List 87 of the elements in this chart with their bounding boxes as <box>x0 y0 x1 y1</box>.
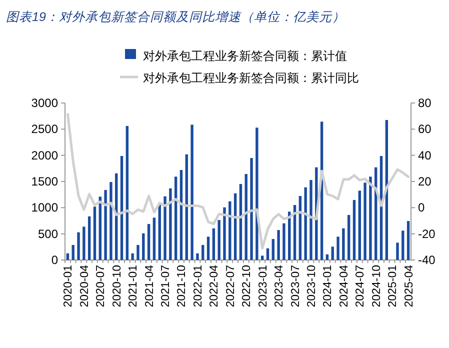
bar <box>342 228 345 260</box>
x-tick-label: 2022-07 <box>224 265 237 308</box>
bar <box>202 244 204 260</box>
y2-tick-label: -40 <box>418 253 436 267</box>
x-tick-label: 2024-01 <box>322 265 334 308</box>
bar <box>358 190 361 260</box>
x-tick-label: 2020-04 <box>78 264 91 308</box>
y-tick-label: 500 <box>38 226 58 241</box>
bar <box>180 170 183 260</box>
bar <box>347 214 350 260</box>
bar <box>364 182 366 260</box>
x-tick-label: 2024-04 <box>338 264 350 308</box>
bar <box>326 254 329 260</box>
bar <box>82 226 86 260</box>
bar <box>104 190 107 260</box>
bar <box>136 244 140 260</box>
bar <box>88 216 91 260</box>
x-tick-label: 2023-04 <box>274 264 286 308</box>
bar <box>266 248 270 260</box>
bar <box>196 253 199 260</box>
line-series <box>66 113 410 250</box>
bar <box>66 253 70 260</box>
bar <box>131 253 134 260</box>
x-tick-label: 2021-01 <box>128 265 140 308</box>
x-tick-label: 2025-04 <box>403 264 416 308</box>
bar <box>185 154 188 260</box>
x-tick-label: 2023-01 <box>257 265 270 308</box>
y2-tick-label: 40 <box>418 148 432 162</box>
bar <box>331 246 334 260</box>
bar <box>142 233 145 260</box>
bar <box>282 223 286 260</box>
bar <box>126 126 129 260</box>
y2-tick-label: 20 <box>418 174 432 188</box>
bar <box>256 128 258 260</box>
bar <box>406 221 410 260</box>
legend-label: 对外承包工程业务新签合同额：累计同比 <box>143 71 359 85</box>
bar <box>152 218 156 260</box>
x-tick-label: 2023-10 <box>306 265 318 308</box>
bar <box>164 196 166 260</box>
x-tick-label: 2023-07 <box>290 265 302 308</box>
bar <box>369 176 372 260</box>
bar <box>190 124 194 260</box>
bar <box>110 182 112 260</box>
bar <box>272 239 274 260</box>
x-tick-label: 2020-01 <box>62 265 75 308</box>
x-tick-label: 2021-07 <box>160 265 172 308</box>
bar <box>206 236 210 260</box>
bar <box>77 232 80 260</box>
x-tick-label: 2022-01 <box>192 265 204 308</box>
bar <box>169 188 172 260</box>
x-tick-label: 2020-07 <box>95 265 108 308</box>
bar <box>93 206 96 260</box>
bar <box>402 230 404 260</box>
y-tick-label: 1500 <box>31 174 58 188</box>
y2-tick-label: -20 <box>418 226 436 241</box>
x-tick-label: 2024-07 <box>354 265 367 308</box>
bar <box>218 220 220 260</box>
x-tick-label: 2024-10 <box>370 265 383 308</box>
x-tick-label: 2020-10 <box>111 265 124 308</box>
bar <box>277 230 280 260</box>
bar <box>310 180 312 260</box>
bar <box>336 236 340 260</box>
x-tick-label: 2022-04 <box>208 264 221 308</box>
bar <box>250 158 253 260</box>
y-tick-label: 2000 <box>31 148 58 162</box>
bar <box>304 187 307 260</box>
x-tick-label: 2022-10 <box>241 265 254 308</box>
bar <box>396 242 399 260</box>
bar <box>260 256 264 260</box>
x-tick-label: 2025-01 <box>387 265 400 308</box>
bar <box>212 228 216 260</box>
x-tick-label: 2021-04 <box>144 264 156 308</box>
legend-label: 对外承包工程业务新签合同额：累计值 <box>143 49 347 63</box>
x-tick-label: 2021-10 <box>176 265 188 308</box>
bar <box>352 200 356 260</box>
y-tick-label: 0 <box>51 253 58 267</box>
bar <box>120 156 124 260</box>
y-tick-label: 2500 <box>31 122 58 136</box>
bar <box>72 244 74 260</box>
bar <box>147 224 150 260</box>
y2-tick-label: 80 <box>418 96 432 110</box>
y2-tick-label: 0 <box>418 200 425 215</box>
y-tick-label: 3000 <box>31 96 58 110</box>
y2-tick-label: 60 <box>418 122 432 136</box>
chart-title: 图表19：对外承包新签合同额及同比增速（单位：亿美元） <box>6 10 345 24</box>
bar <box>223 207 226 260</box>
y-tick-label: 1000 <box>31 200 58 215</box>
